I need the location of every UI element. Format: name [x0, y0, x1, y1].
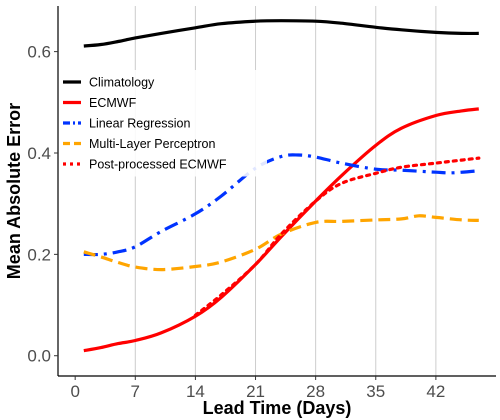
axes	[58, 6, 496, 376]
x-axis-title: Lead Time (Days)	[203, 398, 352, 418]
x-tick-label: 35	[366, 382, 385, 401]
y-tick-label: 0.0	[27, 347, 51, 366]
y-tick-label: 0.4	[27, 144, 51, 163]
series-line-climatology	[84, 21, 479, 46]
x-tick-label: 7	[131, 382, 140, 401]
y-tick-label: 0.6	[27, 43, 51, 62]
vertical-gridlines	[135, 6, 436, 376]
y-tick-label: 0.2	[27, 245, 51, 264]
legend-label: Linear Regression	[89, 117, 190, 131]
legend-label: Post-processed ECMWF	[89, 158, 227, 172]
legend-label: Climatology	[89, 76, 155, 90]
x-tick-label: 0	[70, 382, 79, 401]
legend-label: ECMWF	[89, 96, 137, 110]
x-tick-label: 42	[426, 382, 445, 401]
y-axis-title: Mean Absolute Error	[4, 103, 24, 279]
legend-label: Multi-Layer Perceptron	[89, 137, 215, 151]
